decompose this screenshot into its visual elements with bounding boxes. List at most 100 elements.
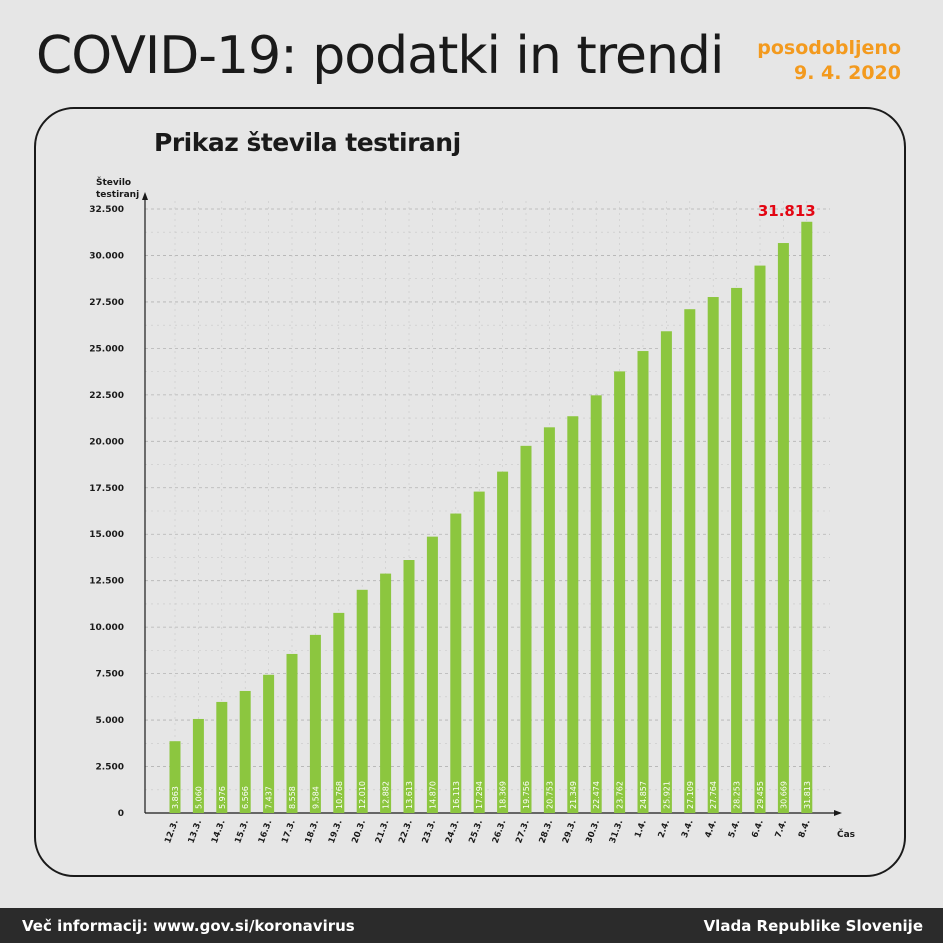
bar — [263, 674, 275, 813]
bar — [286, 653, 298, 813]
bar-value-label: 14.870 — [428, 781, 437, 809]
bar — [192, 718, 204, 813]
x-tick-label: 13.3. — [187, 819, 205, 845]
x-axis-label: Čas — [837, 828, 855, 840]
footer-bar: Več informacij: www.gov.si/koronavirus V… — [0, 908, 943, 943]
bar-value-label: 23.762 — [616, 781, 625, 809]
x-tick-label: 1.4. — [633, 819, 649, 840]
x-axis-arrow-icon — [834, 810, 842, 816]
x-tick-label: 7.4. — [774, 819, 790, 840]
y-tick-label: 2.500 — [96, 763, 124, 773]
bar-value-label: 27.764 — [709, 781, 718, 809]
bar — [520, 445, 532, 813]
bar — [216, 701, 228, 813]
bar — [567, 416, 579, 813]
chart-title: Prikaz števila testiranj — [154, 128, 461, 157]
bar-value-label: 29.455 — [756, 781, 765, 809]
x-tick-label: 21.3. — [374, 819, 392, 845]
x-tick-label: 23.3. — [421, 819, 439, 845]
chart-panel — [34, 107, 906, 877]
y-tick-label: 15.000 — [89, 530, 124, 540]
x-tick-label: 3.4. — [680, 819, 696, 840]
bar-value-label: 5.976 — [218, 786, 227, 809]
bar-value-label: 24.857 — [639, 781, 648, 809]
bar — [801, 221, 813, 813]
bar — [169, 741, 181, 813]
x-tick-label: 17.3. — [280, 819, 298, 845]
y-tick-label: 20.000 — [89, 437, 124, 447]
bar-value-label: 9.584 — [311, 786, 320, 809]
bar-value-label: 3.863 — [171, 786, 180, 809]
x-tick-label: 12.3. — [163, 819, 181, 845]
bar-value-label: 30.669 — [779, 781, 788, 809]
x-tick-label: 18.3. — [304, 819, 322, 845]
bar-value-label: 19.756 — [522, 781, 531, 809]
bar-value-label: 12.882 — [382, 781, 391, 809]
y-axis-label-line2: testiranj — [96, 190, 139, 200]
updated-label: posodobljeno — [757, 37, 901, 59]
bar — [333, 612, 345, 813]
y-tick-label: 12.500 — [89, 577, 124, 587]
y-tick-label: 22.500 — [89, 391, 124, 401]
y-tick-label: 25.000 — [89, 344, 124, 354]
y-tick-label: 30.000 — [89, 251, 124, 261]
y-tick-label: 10.000 — [89, 623, 124, 633]
bar — [380, 573, 392, 813]
bar-value-label: 6.566 — [241, 786, 250, 809]
x-tick-label: 25.3. — [467, 819, 485, 845]
x-tick-label: 15.3. — [233, 819, 251, 845]
bar-value-label: 5.060 — [194, 786, 203, 809]
y-tick-label: 5.000 — [96, 716, 124, 726]
update-info: posodobljeno 9. 4. 2020 — [757, 36, 901, 86]
bar — [590, 395, 602, 813]
bar — [450, 513, 462, 813]
bar — [614, 371, 626, 813]
y-tick-label: 17.500 — [89, 484, 124, 494]
x-tick-label: 19.3. — [327, 819, 345, 845]
bar — [309, 634, 321, 813]
x-tick-label: 27.3. — [514, 819, 532, 845]
bar — [426, 536, 438, 813]
x-tick-label: 2.4. — [657, 819, 673, 840]
bar — [637, 351, 649, 813]
x-tick-label: 16.3. — [257, 819, 275, 845]
x-tick-label: 24.3. — [444, 819, 462, 845]
bar-value-label: 8.558 — [288, 786, 297, 809]
bar-value-label: 22.474 — [592, 781, 601, 809]
y-tick-label: 7.500 — [96, 670, 124, 680]
x-tick-label: 5.4. — [727, 819, 743, 840]
x-tick-label: 31.3. — [608, 819, 626, 845]
bar — [473, 491, 485, 813]
bar-value-label: 16.113 — [452, 781, 461, 809]
bar-value-label: 10.768 — [335, 781, 344, 809]
highlight-value-label: 31.813 — [758, 202, 816, 220]
bar — [543, 427, 555, 813]
footer-info-link[interactable]: Več informacij: www.gov.si/koronavirus — [22, 917, 355, 935]
x-tick-label: 22.3. — [397, 819, 415, 845]
bar — [403, 560, 415, 813]
x-tick-label: 8.4. — [797, 819, 813, 840]
bar-value-label: 18.369 — [499, 781, 508, 809]
x-tick-label: 20.3. — [350, 819, 368, 845]
updated-date: 9. 4. 2020 — [794, 62, 901, 84]
y-axis-arrow-icon — [142, 192, 148, 200]
page-title: COVID-19: podatki in trendi — [36, 26, 724, 86]
bar-value-label: 28.253 — [733, 781, 742, 809]
x-tick-label: 26.3. — [491, 819, 509, 845]
bar-value-label: 12.010 — [358, 781, 367, 809]
bar-value-label: 25.921 — [662, 781, 671, 809]
x-tick-label: 4.4. — [703, 819, 719, 840]
bar — [707, 297, 719, 813]
x-tick-label: 30.3. — [584, 819, 602, 845]
x-tick-label: 14.3. — [210, 819, 228, 845]
bar — [239, 690, 251, 813]
bar-value-label: 17.294 — [475, 781, 484, 809]
bar — [754, 265, 766, 813]
x-tick-label: 29.3. — [561, 819, 579, 845]
bar-value-label: 13.613 — [405, 781, 414, 809]
bar — [356, 589, 368, 813]
bar — [777, 243, 789, 813]
y-axis-label-line1: Število — [96, 176, 131, 188]
bar — [660, 331, 672, 813]
